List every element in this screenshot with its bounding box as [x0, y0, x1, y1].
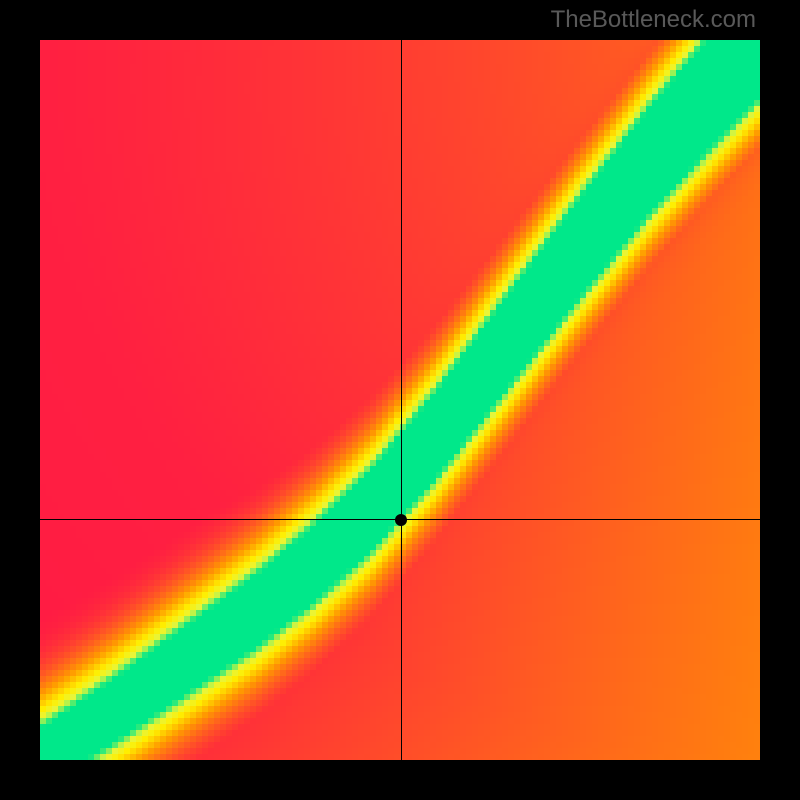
crosshair-vertical-line: [401, 40, 402, 760]
watermark-text: TheBottleneck.com: [551, 6, 756, 34]
heatmap-plot: [40, 40, 760, 760]
chart-frame: TheBottleneck.com: [0, 0, 800, 800]
crosshair-marker-dot[interactable]: [395, 514, 407, 526]
